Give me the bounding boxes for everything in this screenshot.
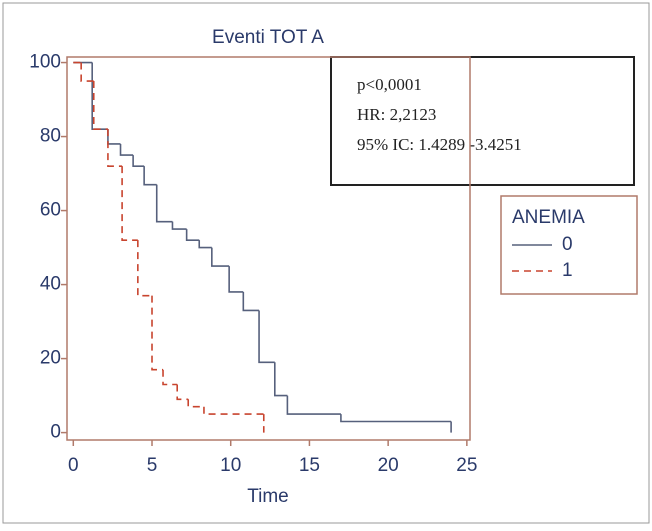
survival-step [143,166,157,186]
survival-step [203,406,264,415]
x-tick-label: 5 [147,455,158,476]
survival-step [80,62,94,82]
plot-frame [66,56,471,441]
survival-step [91,62,108,130]
annotation: p<0,0001 [357,75,422,94]
survival-step [228,266,244,293]
legend-label: 1 [562,260,573,281]
y-tick-label: 0 [50,422,61,443]
survival-step [187,399,204,408]
survival-step [162,369,178,386]
legend-title: ANEMIA [512,207,585,228]
x-tick-label: 0 [68,455,79,476]
y-tick-label: 100 [29,52,61,73]
x-tick-label: 25 [456,455,477,476]
survival-step [242,291,260,312]
survival-step [211,247,230,267]
survival-step [176,384,189,401]
survival-step [151,295,164,371]
survival-step [340,414,452,423]
survival-step [198,240,212,249]
stat-box [330,56,635,186]
survival-step [137,240,153,297]
x-tick-label: 15 [299,455,320,476]
survival-step [119,143,134,156]
survival-step [121,166,138,241]
chart-title: Eventi TOT A [212,27,324,48]
survival-step [155,184,173,223]
x-tick-label: 10 [220,455,241,476]
survival-step [171,221,187,230]
survival-step [286,395,341,415]
annotation: HR: 2,2123 [357,105,436,124]
survival-step [185,229,200,241]
survival-step [273,362,288,397]
survival-step [107,129,123,167]
y-tick-label: 20 [40,348,61,369]
survival-step [132,155,145,167]
survival-step [92,81,108,130]
survival-step [258,310,275,364]
y-tick-label: 40 [40,274,61,295]
y-tick-label: 60 [40,200,61,221]
x-axis-label: Time [247,486,289,507]
x-tick-label: 20 [378,455,399,476]
y-tick-label: 80 [40,126,61,147]
annotation: 95% IC: 1.4289 -3.4251 [357,135,522,154]
legend-label: 0 [562,234,573,255]
